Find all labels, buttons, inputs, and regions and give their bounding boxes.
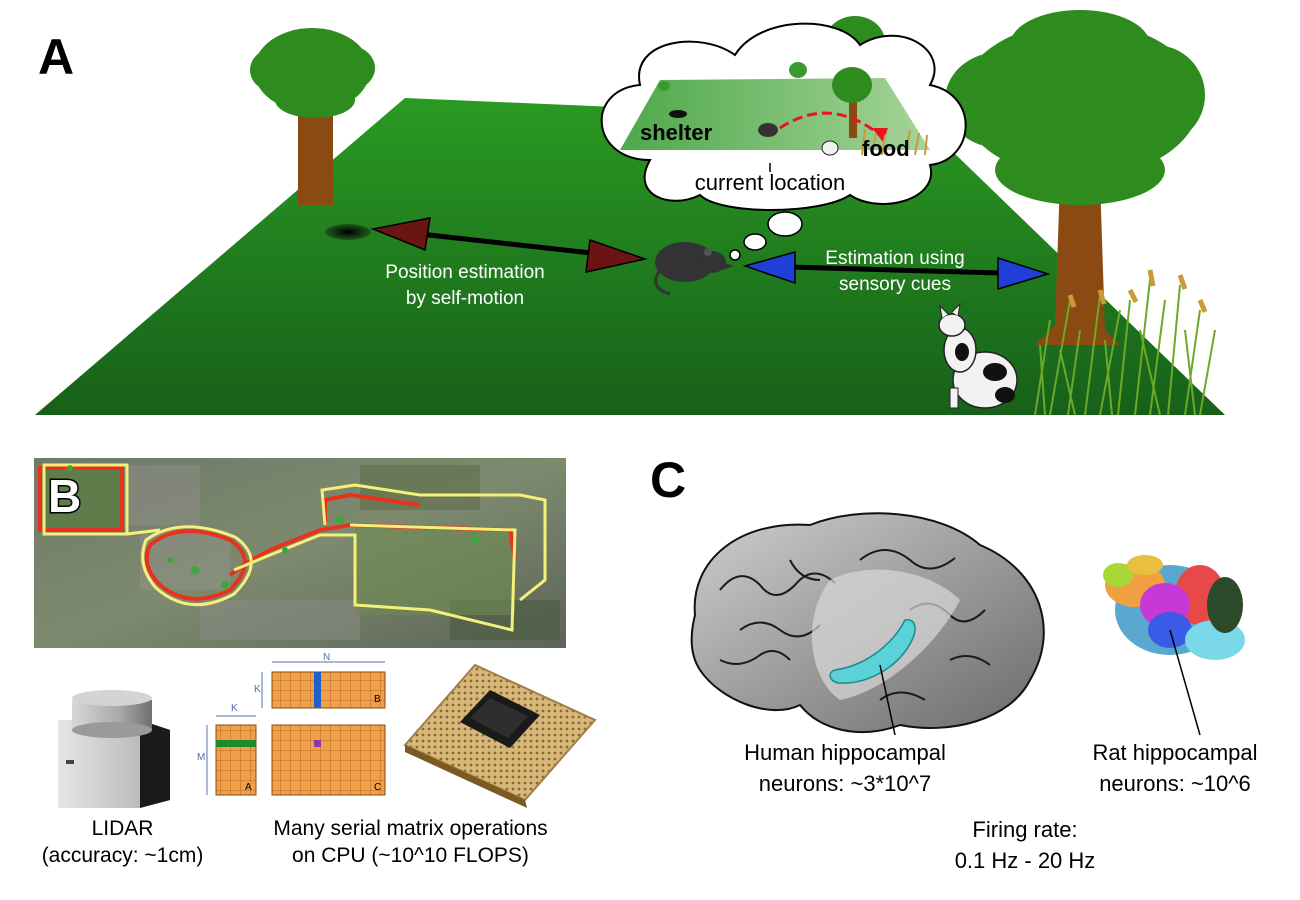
panel-b-letter-text: B — [48, 470, 81, 520]
self-motion-arrow — [370, 217, 648, 273]
cpu-chip — [403, 663, 597, 808]
thought-food-label: food — [862, 136, 910, 161]
rat-caption: Rat hippocampal neurons: ~10^6 — [1092, 740, 1258, 796]
matrix-label-k-top: K — [254, 684, 261, 695]
matrix-a — [215, 724, 257, 796]
matrix-diagram — [206, 661, 386, 796]
lidar-caption: LIDAR (accuracy: ~1cm) — [41, 817, 204, 868]
matrix-label-m: M — [197, 752, 206, 763]
thought-shelter-label: shelter — [640, 120, 713, 145]
matrix-label-b: B — [374, 694, 381, 705]
human-caption: Human hippocampal neurons: ~3*10^7 — [744, 740, 946, 796]
trajectory-green — [67, 465, 479, 589]
right-tree — [945, 10, 1205, 345]
panel-a-scene — [35, 10, 1225, 416]
sensory-arrow — [742, 251, 1051, 291]
thought-bubble — [600, 22, 967, 261]
panel-a-letter: A — [38, 29, 75, 85]
rat-illustration — [654, 242, 734, 296]
panel-b-aerial-map — [34, 458, 566, 648]
human-brain — [690, 512, 1045, 736]
cpu-caption: Many serial matrix operations on CPU (~1… — [273, 817, 548, 868]
matrix-label-k-left: K — [231, 703, 238, 714]
matrix-label-a: A — [245, 782, 252, 793]
cat-illustration — [938, 302, 1018, 409]
firing-rate-caption: Firing rate: 0.1 Hz - 20 Hz — [954, 817, 1096, 873]
human-hippocampus — [829, 619, 916, 684]
matrix-label-c: C — [374, 782, 382, 793]
matrix-c — [271, 724, 386, 796]
sensory-cues-label: Estimation using sensory cues — [825, 248, 965, 295]
panel-b-letter: B — [44, 470, 104, 520]
matrix-label-n: N — [323, 652, 331, 663]
lidar-device — [58, 690, 170, 808]
matrix-b — [271, 671, 386, 709]
wheat-patch — [1034, 269, 1216, 416]
left-tree — [250, 28, 375, 205]
thought-current-location-label: current location — [694, 170, 846, 195]
panel-c-letter: C — [650, 452, 687, 508]
shelter-hole — [325, 224, 371, 240]
rat-brain — [1103, 555, 1245, 736]
self-motion-label: Position estimation by self-motion — [385, 262, 545, 309]
